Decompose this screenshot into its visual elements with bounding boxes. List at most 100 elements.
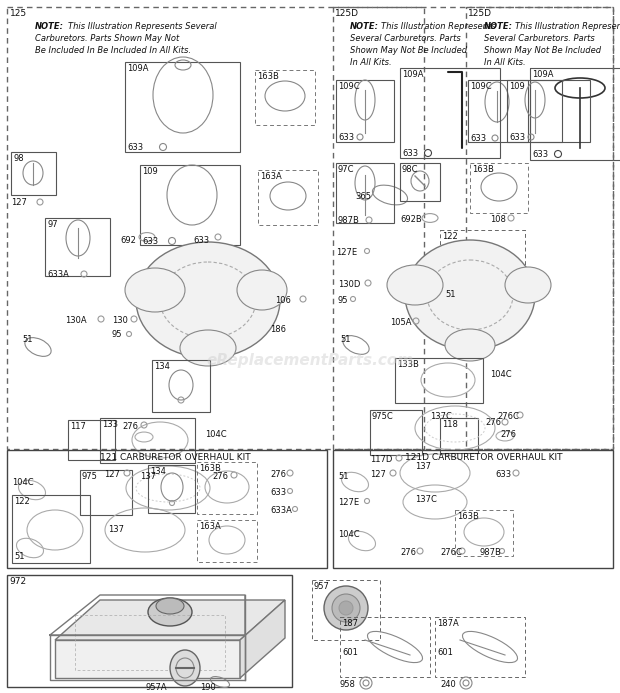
Text: 692: 692 — [120, 236, 136, 245]
Text: 127: 127 — [104, 470, 120, 479]
Bar — [468, 80, 528, 142]
Text: 127: 127 — [11, 198, 27, 207]
Text: 240: 240 — [440, 680, 456, 689]
Text: 633: 633 — [338, 133, 354, 142]
Text: 163A: 163A — [260, 172, 281, 181]
Bar — [68, 420, 115, 460]
Text: 109A: 109A — [127, 64, 149, 73]
Text: 130: 130 — [112, 316, 128, 325]
Bar — [507, 80, 562, 142]
Text: 633: 633 — [470, 134, 486, 143]
Text: 117: 117 — [70, 422, 86, 431]
Text: 109A: 109A — [402, 70, 423, 79]
Text: 51: 51 — [445, 290, 456, 299]
Bar — [7, 575, 292, 687]
Text: 106: 106 — [275, 296, 291, 305]
Text: 186: 186 — [270, 325, 286, 334]
Text: 134: 134 — [154, 362, 170, 371]
Bar — [255, 70, 315, 125]
Text: 97: 97 — [47, 220, 58, 229]
Text: 109C: 109C — [470, 82, 492, 91]
Text: 104C: 104C — [338, 530, 360, 539]
Bar — [370, 410, 422, 455]
Text: 137C: 137C — [430, 412, 452, 421]
Bar — [400, 68, 500, 158]
Text: 276: 276 — [122, 422, 138, 431]
Text: NOTE:: NOTE: — [35, 22, 64, 31]
Bar — [530, 80, 590, 142]
Text: Several Carburetors. Parts: Several Carburetors. Parts — [350, 34, 461, 43]
Text: 98: 98 — [13, 154, 24, 163]
Bar — [395, 358, 483, 403]
Ellipse shape — [148, 598, 192, 626]
Text: 957A: 957A — [145, 683, 167, 692]
Text: 134: 134 — [150, 467, 166, 476]
Polygon shape — [240, 600, 285, 678]
Bar — [75, 615, 225, 670]
Text: Several Carburetors. Parts: Several Carburetors. Parts — [484, 34, 595, 43]
Text: This Illustration Represents: This Illustration Represents — [381, 22, 495, 31]
Text: 975C: 975C — [372, 412, 394, 421]
Bar — [197, 462, 257, 514]
Text: 276C: 276C — [497, 412, 519, 421]
Text: 276: 276 — [500, 430, 516, 439]
Bar — [12, 495, 90, 563]
Text: 163B: 163B — [457, 512, 479, 521]
Text: eReplacementParts.com: eReplacementParts.com — [206, 353, 414, 368]
Bar — [312, 580, 380, 640]
Text: 987B: 987B — [480, 548, 502, 557]
Bar — [258, 170, 318, 225]
Bar — [197, 520, 257, 562]
Text: Carburetors. Parts Shown May Not: Carburetors. Parts Shown May Not — [35, 34, 179, 43]
Text: 137C: 137C — [415, 495, 437, 504]
Text: 137: 137 — [140, 472, 156, 481]
Text: 98C: 98C — [402, 165, 418, 174]
Ellipse shape — [156, 598, 184, 614]
Ellipse shape — [405, 240, 535, 350]
Text: NOTE:: NOTE: — [350, 22, 379, 31]
Bar — [148, 465, 195, 513]
Text: 601: 601 — [437, 648, 453, 657]
Text: 187A: 187A — [437, 619, 459, 628]
Text: 109C: 109C — [338, 82, 360, 91]
Ellipse shape — [180, 330, 236, 366]
Text: 109: 109 — [142, 167, 157, 176]
Text: 51: 51 — [340, 335, 350, 344]
Bar — [466, 7, 613, 449]
Text: 633: 633 — [270, 488, 286, 497]
Text: 51: 51 — [338, 472, 348, 481]
Text: 109: 109 — [509, 82, 525, 91]
Text: 692B: 692B — [400, 215, 422, 224]
Text: 163B: 163B — [257, 72, 279, 81]
Text: 163A: 163A — [199, 522, 221, 531]
Text: 127: 127 — [370, 470, 386, 479]
Text: 51: 51 — [14, 552, 25, 561]
Text: 633: 633 — [402, 149, 418, 158]
Text: This Illustration Represents Several: This Illustration Represents Several — [68, 22, 217, 31]
Text: 117D: 117D — [370, 455, 392, 464]
Bar — [470, 163, 528, 213]
Text: 118: 118 — [442, 420, 458, 429]
Text: 133B: 133B — [397, 360, 419, 369]
Text: 957: 957 — [314, 582, 330, 591]
Text: 365: 365 — [355, 192, 371, 201]
Bar — [45, 218, 110, 276]
Ellipse shape — [170, 650, 200, 686]
Text: 104C: 104C — [12, 478, 33, 487]
Text: 125D: 125D — [468, 9, 492, 18]
Text: 276: 276 — [270, 470, 286, 479]
Text: 276: 276 — [212, 472, 228, 481]
Text: 633: 633 — [193, 236, 209, 245]
Text: 130A: 130A — [65, 316, 87, 325]
Text: 127E: 127E — [336, 248, 357, 257]
Ellipse shape — [332, 594, 360, 622]
Text: 137: 137 — [108, 525, 124, 534]
Bar — [7, 450, 327, 568]
Bar — [80, 470, 132, 515]
Text: 163B: 163B — [472, 165, 494, 174]
Bar — [336, 163, 394, 223]
Bar — [11, 152, 56, 195]
Text: In All Kits.: In All Kits. — [484, 58, 526, 67]
Bar — [435, 617, 525, 677]
Text: 105A: 105A — [390, 318, 412, 327]
